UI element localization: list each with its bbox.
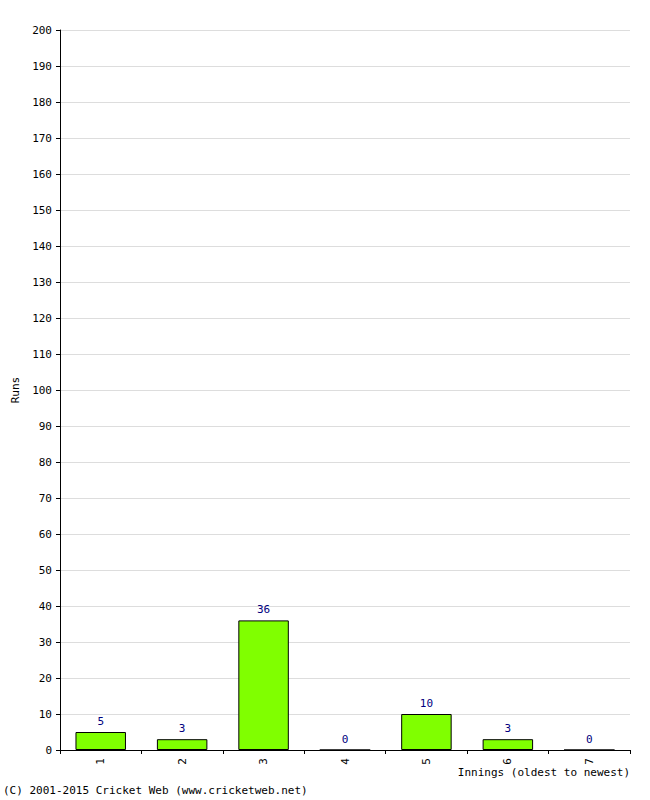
- svg-text:36: 36: [257, 603, 270, 616]
- svg-text:110: 110: [32, 348, 52, 361]
- svg-text:10: 10: [420, 697, 433, 710]
- svg-text:200: 200: [32, 24, 52, 37]
- svg-text:170: 170: [32, 132, 52, 145]
- svg-text:Innings (oldest to newest): Innings (oldest to newest): [458, 766, 630, 779]
- svg-text:30: 30: [39, 636, 52, 649]
- svg-text:80: 80: [39, 456, 52, 469]
- svg-text:40: 40: [39, 600, 52, 613]
- svg-text:160: 160: [32, 168, 52, 181]
- svg-text:5: 5: [97, 715, 104, 728]
- svg-text:5: 5: [420, 758, 433, 765]
- svg-text:(C) 2001-2015 Cricket Web (www: (C) 2001-2015 Cricket Web (www.cricketwe…: [3, 784, 308, 797]
- svg-text:20: 20: [39, 672, 52, 685]
- svg-text:0: 0: [45, 744, 52, 757]
- svg-text:3: 3: [179, 722, 186, 735]
- svg-text:90: 90: [39, 420, 52, 433]
- svg-text:1: 1: [94, 758, 107, 765]
- svg-text:3: 3: [257, 758, 270, 765]
- svg-text:0: 0: [342, 733, 349, 746]
- svg-text:2: 2: [176, 758, 189, 765]
- svg-text:0: 0: [586, 733, 593, 746]
- svg-text:130: 130: [32, 276, 52, 289]
- svg-text:6: 6: [501, 758, 514, 765]
- svg-text:120: 120: [32, 312, 52, 325]
- svg-text:100: 100: [32, 384, 52, 397]
- svg-text:7: 7: [583, 758, 596, 765]
- svg-text:70: 70: [39, 492, 52, 505]
- svg-text:150: 150: [32, 204, 52, 217]
- svg-text:4: 4: [339, 758, 352, 765]
- svg-text:190: 190: [32, 60, 52, 73]
- svg-text:180: 180: [32, 96, 52, 109]
- svg-text:10: 10: [39, 708, 52, 721]
- svg-text:3: 3: [505, 722, 512, 735]
- svg-text:Runs: Runs: [9, 377, 22, 404]
- svg-text:140: 140: [32, 240, 52, 253]
- svg-text:50: 50: [39, 564, 52, 577]
- svg-text:60: 60: [39, 528, 52, 541]
